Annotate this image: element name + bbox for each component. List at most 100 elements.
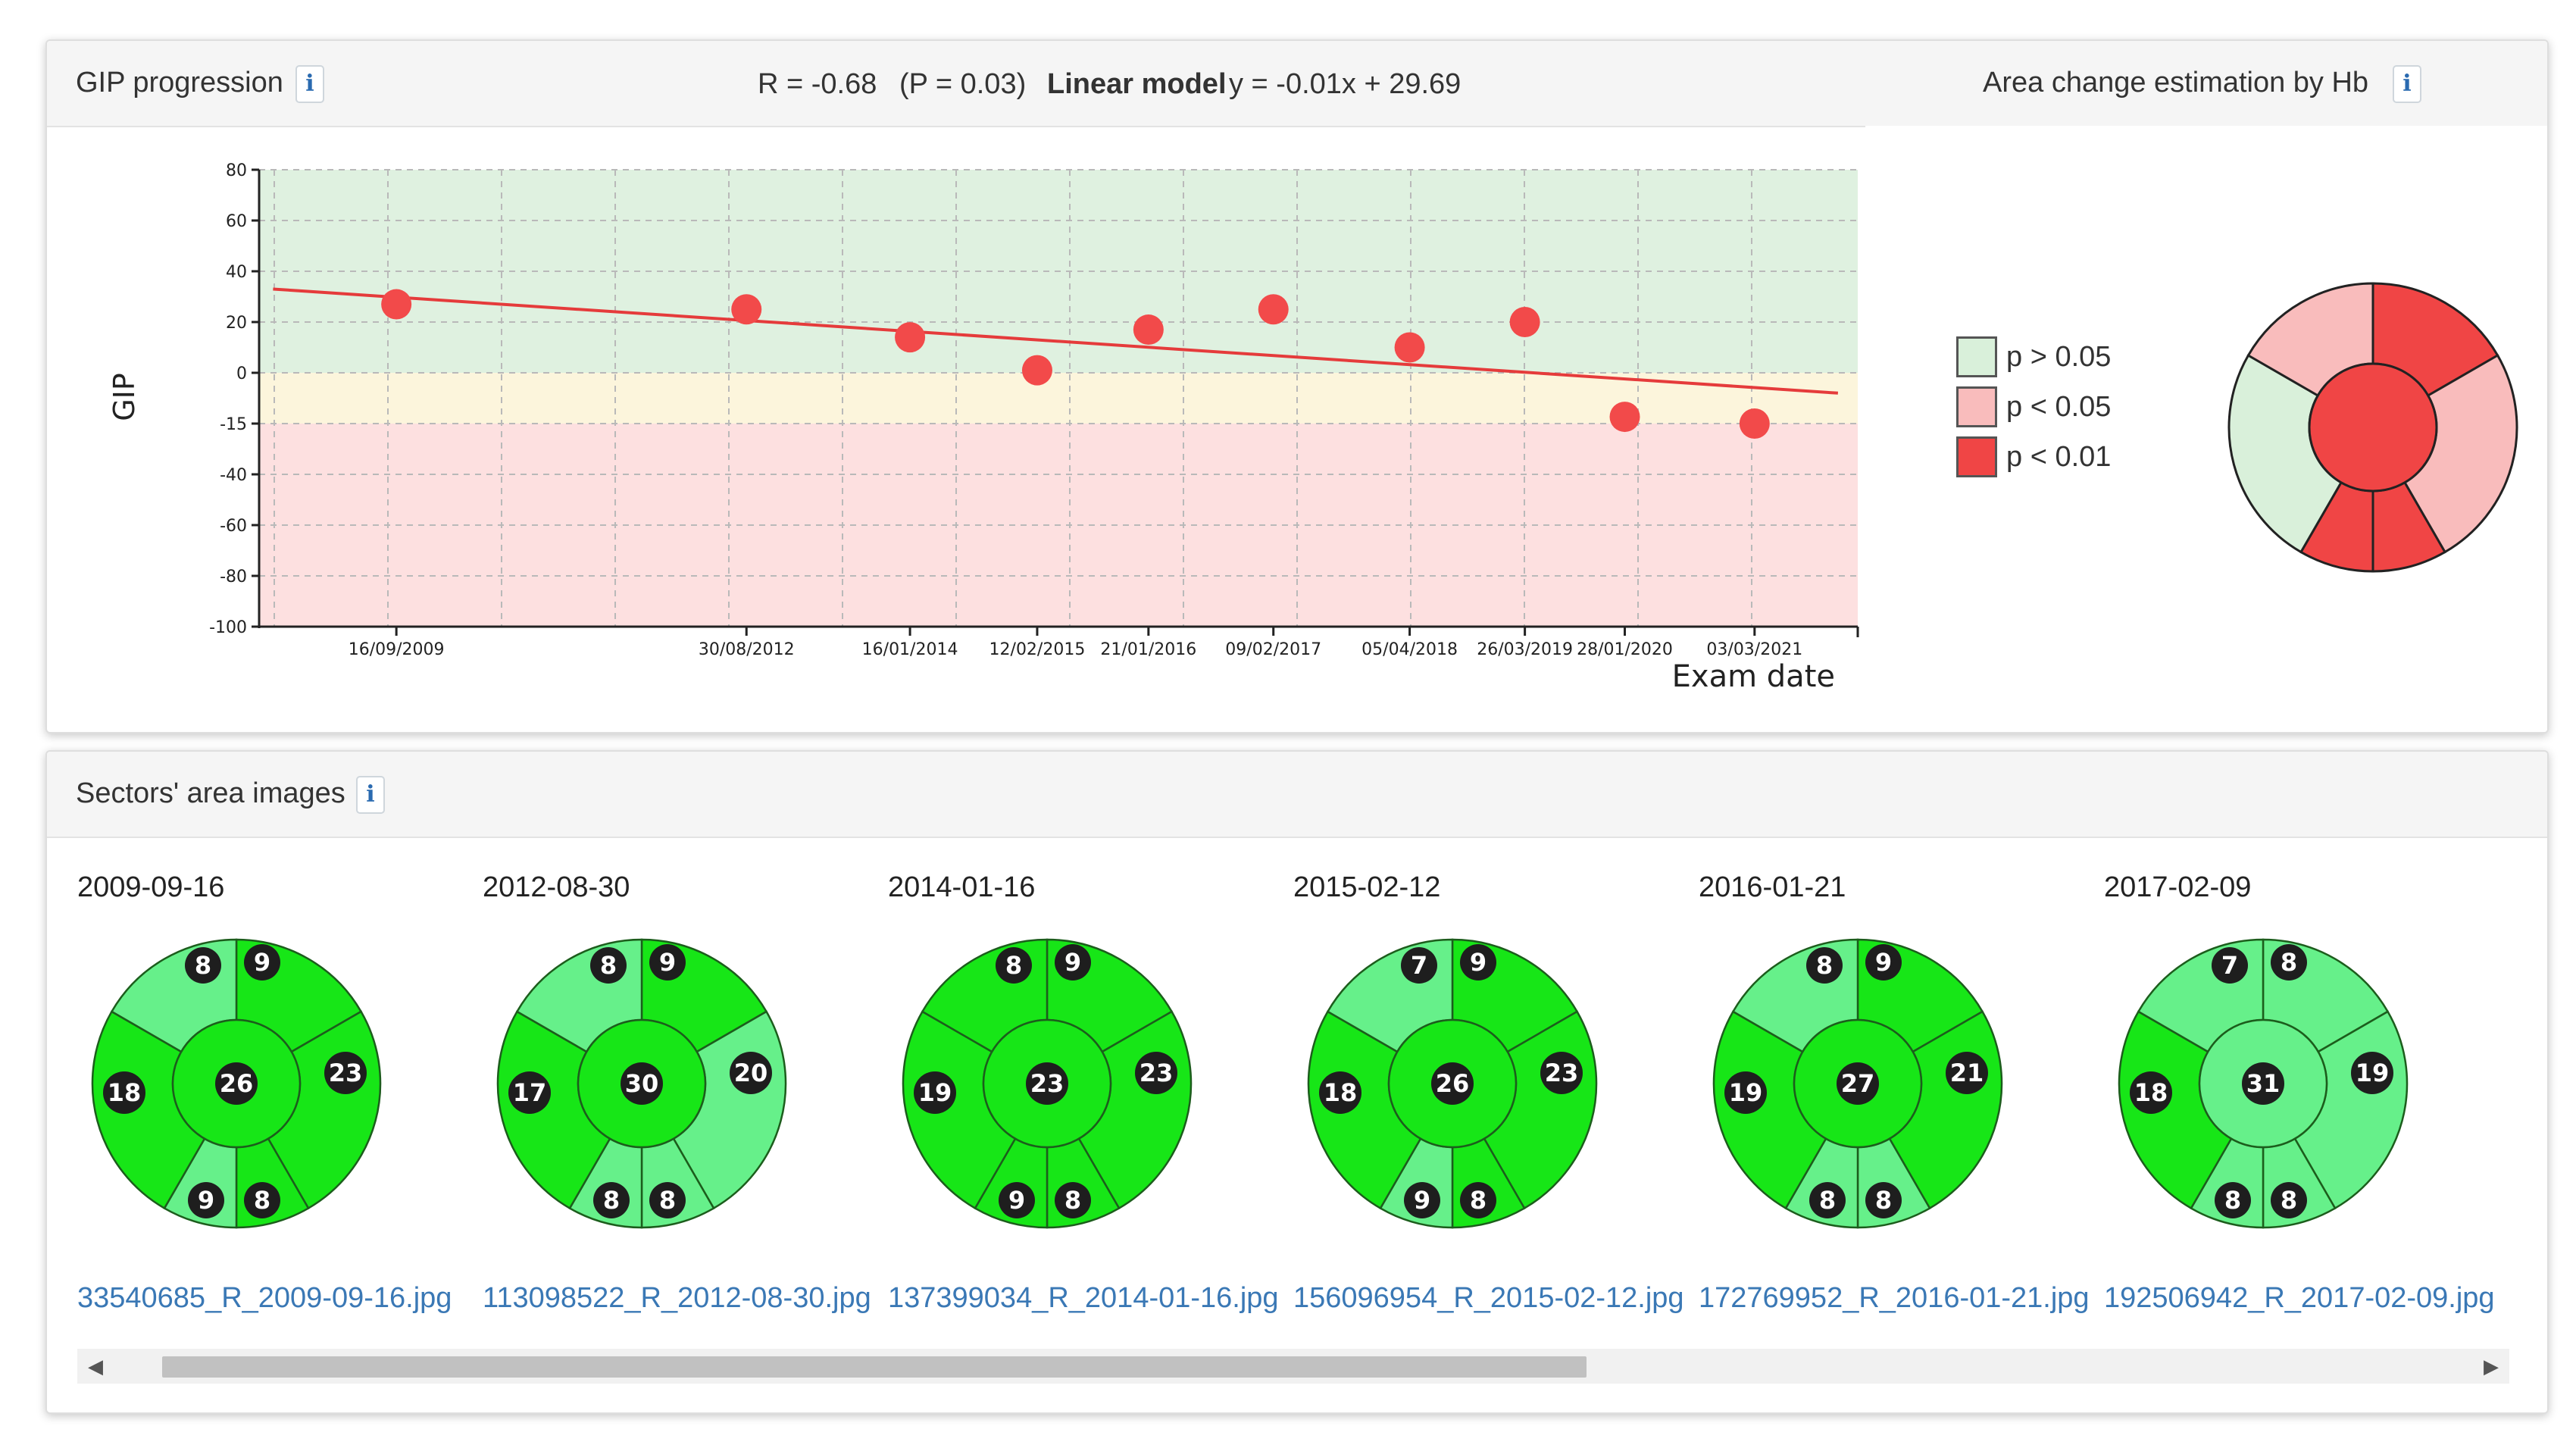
data-point[interactable] — [1509, 307, 1540, 337]
sector-value-badge — [2242, 1062, 2284, 1105]
area-change-title: Area change estimation by Hb — [1983, 67, 2369, 99]
sector-value-br: 8 — [1064, 1186, 1081, 1215]
sector-value-badge — [1404, 1182, 1440, 1218]
x-tick-label: 05/04/2018 — [1361, 640, 1458, 659]
sector-value-tl: 8 — [1816, 951, 1833, 980]
sector-value-badge — [1319, 1071, 1361, 1114]
sector-value-badge — [593, 1182, 630, 1218]
scroll-right-arrow-icon[interactable]: ▶ — [2484, 1355, 2499, 1378]
sector-value-tr: 9 — [1470, 948, 1487, 977]
y-tick-label: 0 — [236, 364, 247, 383]
area-change-info-icon[interactable]: i — [2393, 65, 2421, 103]
image-file-link[interactable]: 137399034_R_2014-01-16.jpg — [888, 1282, 1279, 1314]
sector-value-r: 19 — [2356, 1059, 2390, 1087]
sector-value-tl: 8 — [600, 951, 617, 980]
sector-value-tr: 9 — [659, 948, 676, 977]
sector-value-badge — [1946, 1052, 1988, 1094]
x-tick-label: 16/01/2014 — [862, 640, 958, 659]
x-tick-label: 26/03/2019 — [1477, 640, 1573, 659]
y-tick-label: 40 — [226, 263, 247, 282]
y-tick-label: 80 — [226, 161, 247, 180]
sector-value-badge — [649, 944, 686, 981]
sector-value-r: 23 — [1545, 1059, 1579, 1087]
sector-value-badge — [2271, 1182, 2307, 1218]
sector-value-tl: 8 — [1005, 951, 1022, 980]
sector-value-badge — [103, 1071, 145, 1114]
sector-value-badge — [188, 1182, 224, 1218]
sector-value-badge — [2351, 1052, 2393, 1094]
image-file-link[interactable]: 172769952_R_2016-01-21.jpg — [1699, 1282, 2090, 1314]
sector-value-center: 26 — [1436, 1069, 1470, 1098]
sector-value-br: 8 — [2281, 1186, 2297, 1215]
data-point[interactable] — [381, 289, 412, 320]
legend-label: p < 0.05 — [2006, 391, 2112, 423]
sector-value-r: 21 — [1950, 1059, 1984, 1087]
sector-value-bl: 9 — [1414, 1186, 1430, 1215]
sector-wheel-image: 27 8 9 19 21 8 8 — [1712, 938, 2003, 1229]
y-tick-label: -15 — [220, 415, 247, 434]
sector-value-badge — [1431, 1062, 1474, 1105]
legend-swatch — [1956, 386, 1997, 427]
image-file-link[interactable]: 156096954_R_2015-02-12.jpg — [1293, 1282, 1684, 1314]
data-point[interactable] — [1739, 408, 1770, 439]
sector-value-r: 20 — [734, 1059, 768, 1087]
scroll-left-arrow-icon[interactable]: ◀ — [88, 1355, 103, 1378]
sector-value-badge — [914, 1071, 956, 1114]
gip-panel-header: GIP progression i R = -0.68 (P = 0.03) L… — [47, 41, 2547, 127]
data-point[interactable] — [895, 322, 926, 353]
sector-value-center: 27 — [1841, 1069, 1875, 1098]
data-point[interactable] — [1258, 294, 1289, 325]
sector-value-badge — [2215, 1182, 2251, 1218]
x-tick-label: 03/03/2021 — [1706, 640, 1802, 659]
sector-value-bl: 9 — [1008, 1186, 1025, 1215]
sector-value-tr: 9 — [1064, 948, 1081, 977]
image-date: 2015-02-12 — [1293, 871, 1441, 903]
sector-value-badge — [590, 947, 627, 984]
image-date: 2009-09-16 — [77, 871, 225, 903]
sector-value-l: 19 — [1729, 1078, 1763, 1107]
sector-value-badge — [1055, 1182, 1091, 1218]
sector-value-center: 30 — [625, 1069, 659, 1098]
trend-line — [273, 287, 1839, 395]
sector-value-badge — [244, 944, 280, 981]
legend-label: p > 0.05 — [2006, 341, 2112, 373]
data-point[interactable] — [1394, 332, 1425, 363]
image-date: 2016-01-21 — [1699, 871, 1846, 903]
data-point[interactable] — [1609, 402, 1640, 433]
sector-value-br: 8 — [254, 1186, 270, 1215]
sector-value-r: 23 — [1140, 1059, 1174, 1087]
sector-wheel-image: 23 8 9 19 23 9 8 — [902, 938, 1193, 1229]
sector-value-br: 8 — [1875, 1186, 1892, 1215]
sector-value-badge — [1540, 1052, 1583, 1094]
sector-value-badge — [1135, 1052, 1177, 1094]
data-point[interactable] — [1021, 355, 1052, 386]
sector-value-badge — [324, 1052, 367, 1094]
image-file-link[interactable]: 192506942_R_2017-02-09.jpg — [2104, 1282, 2495, 1314]
sectors-info-icon[interactable]: i — [356, 776, 385, 814]
y-tick-label: -40 — [220, 466, 247, 485]
sector-wheel-image: 30 8 9 17 20 8 8 — [496, 938, 787, 1229]
x-tick-label: 16/09/2009 — [349, 640, 445, 659]
sector-value-tl: 8 — [195, 951, 211, 980]
image-file-link[interactable]: 113098522_R_2012-08-30.jpg — [483, 1282, 871, 1314]
gip-info-icon[interactable]: i — [295, 65, 324, 103]
scrollbar-thumb[interactable] — [162, 1356, 1587, 1378]
gip-panel-title: GIP progression — [76, 67, 283, 99]
x-tick-label: 30/08/2012 — [699, 640, 795, 659]
sector-value-badge — [2130, 1071, 2172, 1114]
sector-value-badge — [244, 1182, 280, 1218]
sector-value-tr: 9 — [254, 948, 270, 977]
legend-swatch — [1956, 336, 1997, 377]
data-point[interactable] — [1133, 314, 1164, 346]
data-point[interactable] — [731, 294, 762, 325]
sector-value-badge — [215, 1062, 258, 1105]
sector-value-badge — [621, 1062, 663, 1105]
hb-wheel-center — [2308, 362, 2438, 493]
sector-value-br: 8 — [659, 1186, 676, 1215]
horizontal-scrollbar[interactable]: ◀ ▶ — [77, 1349, 2509, 1384]
sector-value-l: 18 — [1324, 1078, 1358, 1107]
image-file-link[interactable]: 33540685_R_2009-09-16.jpg — [77, 1282, 452, 1314]
sectors-area-images-panel: Sectors' area images i 2009-09-16 26 8 9 18 2… — [45, 750, 2549, 1414]
sector-value-badge — [1460, 944, 1496, 981]
gip-scatter-chart: 80 60 40 20 0 -15 -40 -60 -80 -100 16/09/2009 30/08… — [108, 161, 1859, 694]
